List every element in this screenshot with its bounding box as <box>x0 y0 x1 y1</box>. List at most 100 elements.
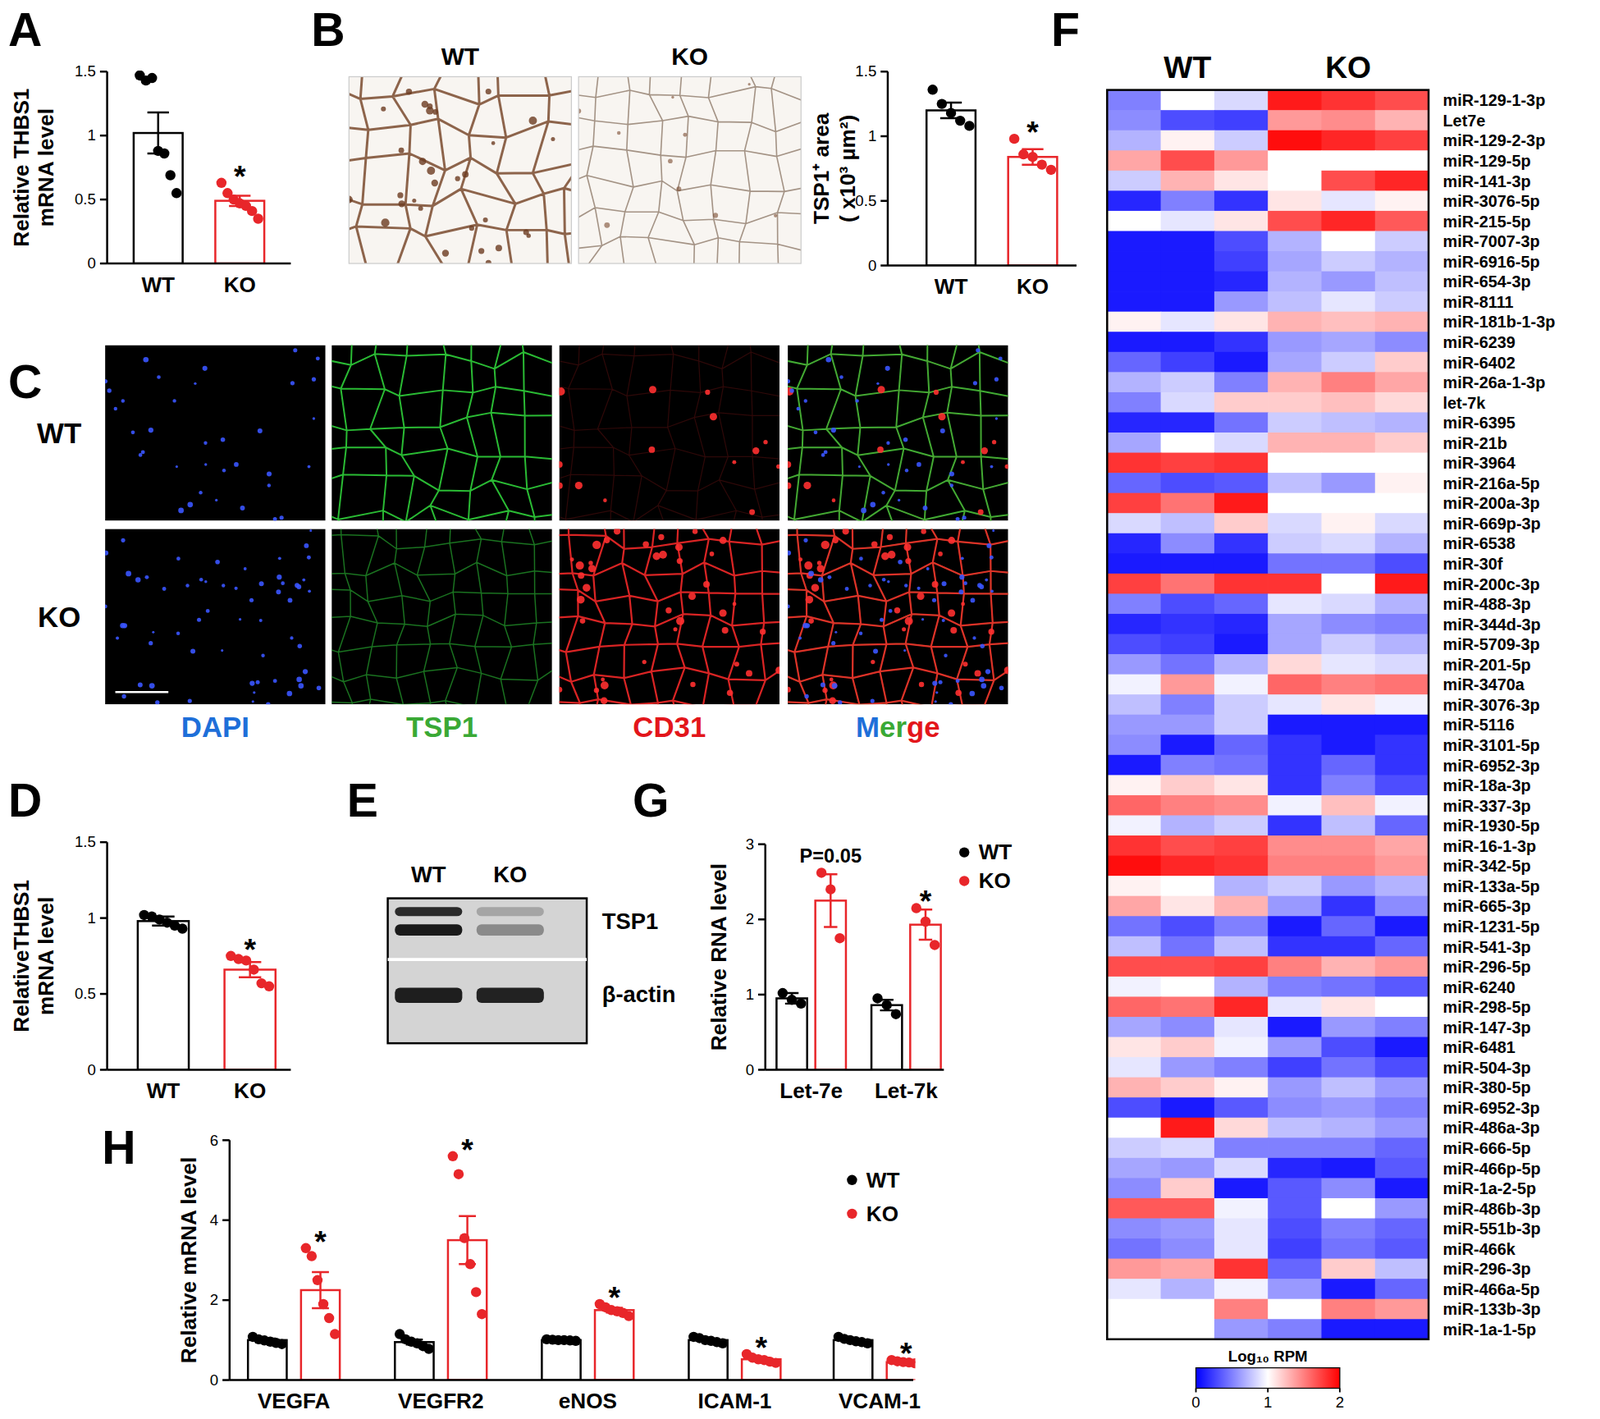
stain-dot <box>259 618 263 622</box>
stain-dot <box>845 586 850 591</box>
stain-dot <box>312 416 316 420</box>
heatmap-cell <box>1375 955 1430 977</box>
colorbar-tick <box>1339 1388 1341 1393</box>
row-label: miR-466a-5p <box>1442 1280 1540 1299</box>
stain-dot <box>773 214 778 218</box>
column-label-part: M <box>855 710 880 743</box>
stain-dot <box>559 387 566 396</box>
heatmap-cell <box>1321 976 1376 997</box>
stain-dot <box>307 465 311 469</box>
row-label: miR-6481 <box>1442 1037 1515 1056</box>
row-label: miR-26a-1-3p <box>1442 373 1546 392</box>
data-point <box>423 1343 434 1354</box>
heatmap-cell <box>1161 1056 1216 1078</box>
stain-dot <box>992 529 995 532</box>
y-tick <box>100 992 108 995</box>
y-tick <box>222 1138 230 1141</box>
heatmap-cell <box>1106 371 1162 393</box>
heatmap-cell <box>1267 1077 1322 1098</box>
heatmap-cell <box>1106 875 1162 896</box>
stain-dot <box>576 595 586 604</box>
stain-dot <box>731 460 736 465</box>
ihc-image <box>578 76 801 264</box>
row-label: let-7k <box>1442 393 1486 412</box>
heatmap-cell <box>1214 915 1269 937</box>
stain-dot <box>461 170 469 178</box>
stain-dot <box>485 88 492 95</box>
panel-letter: D <box>8 773 42 827</box>
colorbar-tick <box>1195 1388 1198 1393</box>
stain-dot <box>798 636 802 640</box>
stain-dot <box>309 529 312 532</box>
stain-dot <box>297 643 303 649</box>
heatmap-cell <box>1321 1016 1376 1038</box>
heatmap-cell <box>1106 1278 1162 1299</box>
heatmap-cell <box>1375 1077 1430 1098</box>
stain-dot <box>151 630 155 634</box>
heatmap-cell <box>1267 1037 1322 1058</box>
stain-dot <box>155 699 160 704</box>
heatmap-cell <box>1214 1197 1269 1219</box>
image-label: WT <box>441 42 480 70</box>
stain-dot <box>829 677 834 682</box>
stain-dot <box>887 550 896 559</box>
data-point <box>955 115 965 126</box>
stain-dot <box>787 686 791 693</box>
y-tick-label: 1 <box>868 127 877 145</box>
heatmap-cell <box>1321 653 1376 675</box>
heatmap-cell <box>1106 130 1162 151</box>
heatmap-cell <box>1106 210 1162 232</box>
heatmap-cell <box>1214 976 1269 997</box>
stain-dot <box>649 385 657 394</box>
stain-dot <box>926 566 930 571</box>
heatmap-cell <box>1267 493 1322 514</box>
fluorescence-image <box>787 345 1009 522</box>
stain-dot <box>259 580 265 586</box>
stain-dot <box>676 186 682 192</box>
heatmap-cell <box>1375 1298 1430 1320</box>
heatmap-cell <box>1161 694 1216 715</box>
row-label: miR-200a-3p <box>1442 493 1540 512</box>
stain-dot <box>600 696 608 704</box>
heatmap-cell <box>1106 1056 1162 1078</box>
heatmap-cell <box>1214 1137 1269 1158</box>
significance-label: * <box>919 884 933 919</box>
stain-dot <box>831 427 837 433</box>
heatmap-cell <box>1321 553 1376 574</box>
heatmap-cell <box>1375 1137 1430 1158</box>
heatmap-cell <box>1375 795 1430 816</box>
stain-dot <box>787 482 791 490</box>
heatmap-cell <box>1375 1197 1430 1219</box>
data-point <box>1046 164 1056 175</box>
heatmap-cell <box>1161 230 1216 252</box>
y-tick <box>100 1068 108 1070</box>
error-line <box>829 873 832 927</box>
stain-dot <box>804 561 813 570</box>
row-label: miR-3470a <box>1442 675 1525 694</box>
heatmap-cell <box>1161 1097 1216 1118</box>
stain-dot <box>528 116 537 125</box>
heatmap-cell <box>1106 674 1162 695</box>
stain-dot <box>431 179 439 187</box>
stain-dot <box>105 604 108 609</box>
heatmap-cell <box>1267 634 1322 655</box>
heatmap-cell <box>1321 210 1376 232</box>
stain-dot <box>916 461 922 467</box>
significance-label: * <box>243 932 256 967</box>
y-axis-label: Relative THBS1 <box>9 88 34 247</box>
heatmap-cell <box>1375 593 1430 614</box>
stain-dot <box>986 543 992 549</box>
heatmap-cell <box>1375 634 1430 655</box>
heatmap-cell <box>1375 936 1430 957</box>
row-label: miR-488-3p <box>1442 594 1531 613</box>
blot-band <box>476 987 544 1003</box>
panel-letter: E <box>347 773 379 827</box>
bar <box>815 900 846 1070</box>
heatmap-cell <box>1214 1177 1269 1198</box>
heatmap-cell <box>1321 1056 1376 1078</box>
column-label-part: er <box>879 710 907 743</box>
stain-dot <box>988 628 995 635</box>
bar-chart: 00.511.5RelativeTHBS1mRNA levelWTKO* <box>9 832 292 1103</box>
y-tick-label: 0.5 <box>74 984 96 1002</box>
heatmap-cell <box>1106 352 1162 373</box>
